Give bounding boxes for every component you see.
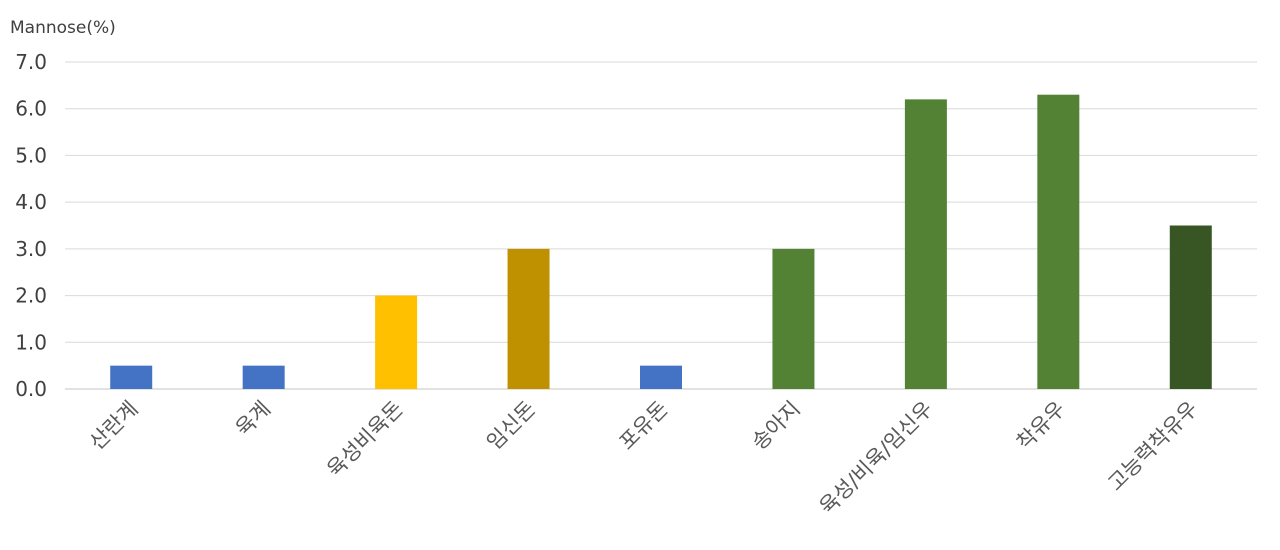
y-tick-label: 7.0 (15, 50, 47, 74)
bars (110, 95, 1212, 389)
x-category-label: 착유우 (1012, 397, 1070, 455)
x-category-label: 산란계 (85, 397, 143, 455)
bar (1170, 226, 1212, 390)
x-category-label: 임신돈 (482, 397, 540, 455)
y-tick-label: 1.0 (15, 330, 47, 354)
y-tick-label: 4.0 (15, 190, 47, 214)
bar (1037, 95, 1079, 389)
y-tick-label: 5.0 (15, 143, 47, 167)
bar (110, 366, 152, 389)
y-tick-label: 3.0 (15, 237, 47, 261)
y-tick-label: 0.0 (15, 377, 47, 401)
y-tick-label: 2.0 (15, 284, 47, 308)
y-axis-label: Mannose(%) (10, 18, 116, 38)
bar (508, 249, 550, 389)
x-category-label: 포유돈 (615, 397, 673, 455)
x-axis-categories: 산란계 육계 육성비육돈 임신돈 포유돈 송아지 육성/비육/임신우 착유우 고능력착유우 (85, 397, 1203, 520)
x-category-label: 육성비육돈 (322, 397, 407, 482)
x-category-label: 육계 (231, 397, 275, 441)
y-tick-label: 6.0 (15, 97, 47, 121)
bar (905, 99, 947, 389)
x-category-label: 육성/비육/임신우 (815, 397, 938, 520)
y-axis-ticks: 0.0 1.0 2.0 3.0 4.0 5.0 6.0 7.0 (15, 50, 47, 401)
bar (772, 249, 814, 389)
bar (243, 366, 285, 389)
x-category-label: 고능력착유우 (1103, 397, 1202, 496)
x-category-label: 송아지 (747, 397, 805, 455)
bar (640, 366, 682, 389)
bar (375, 296, 417, 389)
